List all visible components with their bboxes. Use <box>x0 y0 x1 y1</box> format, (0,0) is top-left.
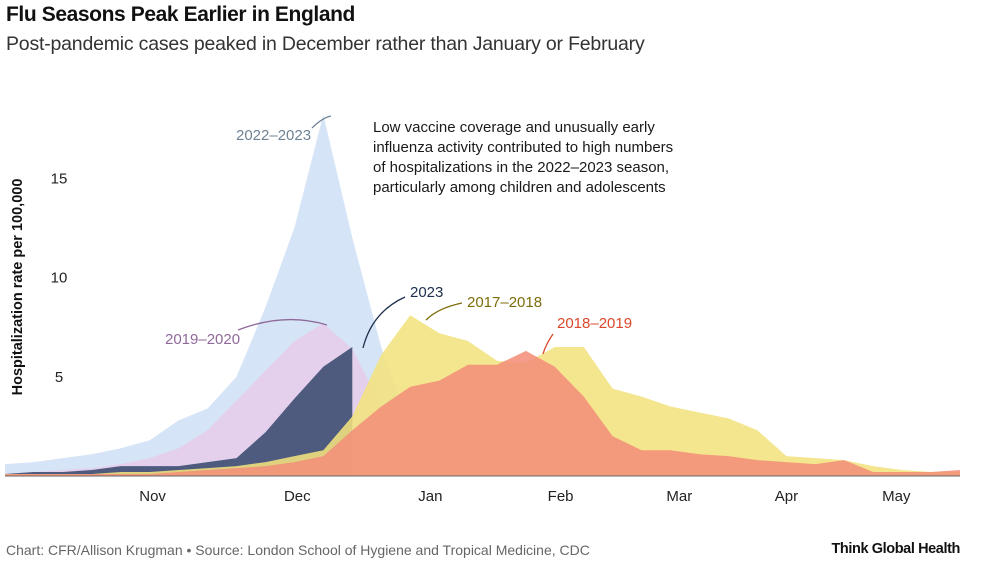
series-label-2017-2018: 2017–2018 <box>467 294 542 311</box>
leader-line <box>362 296 406 349</box>
y-tick-label: 5 <box>55 369 63 386</box>
brand-logo: Think Global Health <box>831 541 960 557</box>
x-tick-label: Dec <box>284 488 311 505</box>
annotation-line: influenza activity contributed to high n… <box>373 139 674 156</box>
series-label-2019-2020: 2019–2020 <box>165 331 240 348</box>
x-tick-label: Nov <box>139 488 166 505</box>
axis-ticks: Nov Dec Jan Feb Mar Apr May 5 10 15 <box>51 170 911 505</box>
series-label-2018-2019: 2018–2019 <box>557 315 632 332</box>
x-tick-label: Jan <box>418 488 442 505</box>
leader-line <box>542 333 554 355</box>
series-area-2023 <box>5 347 353 476</box>
y-axis-title: Hospitalization rate per 100,000 <box>10 179 26 396</box>
series-label-2023: 2023 <box>410 284 443 301</box>
chart-subtitle: Post-pandemic cases peaked in December r… <box>6 33 645 55</box>
chart-title: Flu Seasons Peak Earlier in England <box>6 3 355 26</box>
annotation-line: of hospitalizations in the 2022–2023 sea… <box>373 159 670 176</box>
series-label-2022-2023: 2022–2023 <box>236 127 311 144</box>
series-labels: 2022–2023 2019–2020 2023 2017–2018 2018–2019 <box>165 115 632 355</box>
x-tick-label: Feb <box>548 488 574 505</box>
leader-line <box>311 115 332 129</box>
y-tick-label: 15 <box>51 170 68 187</box>
leader-line <box>425 302 463 321</box>
series-area-2018-2019 <box>5 350 960 476</box>
series-areas <box>5 114 960 476</box>
annotation-line: particularly among children and adolesce… <box>373 179 666 196</box>
annotation-line: Low vaccine coverage and unusually early <box>373 119 655 136</box>
x-tick-label: May <box>882 488 911 505</box>
y-tick-label: 10 <box>51 270 68 287</box>
x-tick-label: Apr <box>775 488 798 505</box>
leader-line <box>237 318 328 331</box>
series-area-2022-2023 <box>5 114 671 476</box>
x-tick-label: Mar <box>666 488 692 505</box>
chart-source-footer: Chart: CFR/Allison Krugman • Source: Lon… <box>6 542 590 558</box>
annotation-text: Low vaccine coverage and unusually early… <box>373 118 733 198</box>
